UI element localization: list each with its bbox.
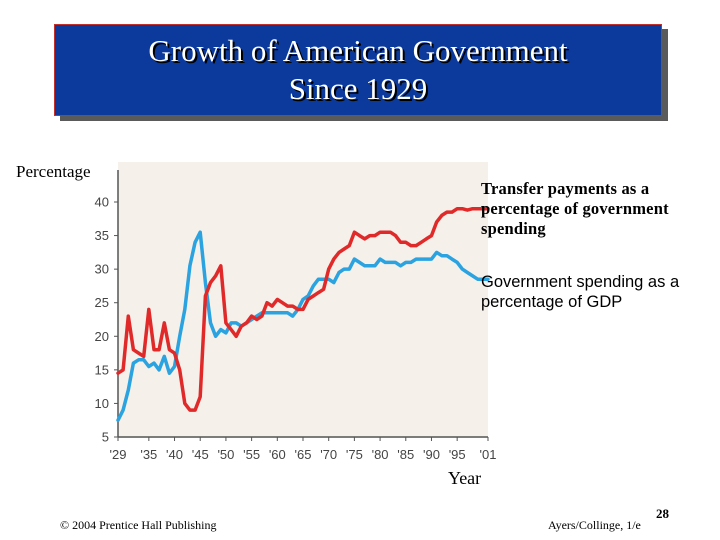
gov-spending-line bbox=[116, 230, 490, 422]
title-banner: Growth of American Government Since 1929 bbox=[54, 24, 662, 116]
x-tick-label: '75 bbox=[346, 447, 363, 462]
y-axis-title: Percentage bbox=[16, 162, 91, 181]
slide-title-line2: Since 1929 bbox=[288, 71, 428, 106]
x-tick-label: '01 bbox=[480, 447, 497, 462]
page-number: 28 bbox=[656, 506, 669, 521]
y-tick-label: 10 bbox=[95, 396, 109, 411]
x-tick-label: '70 bbox=[320, 447, 337, 462]
x-tick-label: '85 bbox=[397, 447, 414, 462]
y-tick-label: 35 bbox=[95, 228, 109, 243]
transfer-series-label: Transfer payments as a percentage of gov… bbox=[481, 179, 669, 238]
x-axis-title: Year bbox=[448, 468, 482, 488]
x-tick-label: '55 bbox=[243, 447, 260, 462]
author-footer: Ayers/Collinge, 1/e bbox=[548, 518, 641, 532]
y-tick-label: 20 bbox=[95, 329, 109, 344]
y-tick-label: 15 bbox=[95, 362, 109, 377]
y-ticks: 5 10 15 20 25 30 35 40 bbox=[95, 195, 118, 445]
y-tick-label: 25 bbox=[95, 295, 109, 310]
x-ticks: '29 '35 '40 '45 '50 '55 '60 '65 '70 '75 '80 '85 '90 '… bbox=[110, 437, 497, 462]
x-tick-label: '29 bbox=[110, 447, 127, 462]
copyright-footer: © 2004 Prentice Hall Publishing bbox=[60, 518, 217, 532]
slide-title-line1: Growth of American Government bbox=[148, 33, 568, 68]
x-tick-label: '45 bbox=[192, 447, 209, 462]
transfer-payments-line bbox=[116, 206, 490, 412]
x-tick-label: '35 bbox=[140, 447, 157, 462]
x-tick-label: '50 bbox=[217, 447, 234, 462]
x-tick-label: '40 bbox=[166, 447, 183, 462]
x-tick-label: '90 bbox=[423, 447, 440, 462]
x-tick-label: '80 bbox=[372, 447, 389, 462]
y-tick-label: 30 bbox=[95, 262, 109, 277]
y-tick-label: 5 bbox=[102, 430, 109, 445]
x-tick-label: '60 bbox=[269, 447, 286, 462]
x-tick-label: '95 bbox=[449, 447, 466, 462]
y-tick-label: 40 bbox=[95, 195, 109, 210]
x-tick-label: '65 bbox=[295, 447, 312, 462]
gov-series-label: Government spending as a percentage of G… bbox=[481, 273, 680, 311]
series-group bbox=[116, 206, 490, 422]
